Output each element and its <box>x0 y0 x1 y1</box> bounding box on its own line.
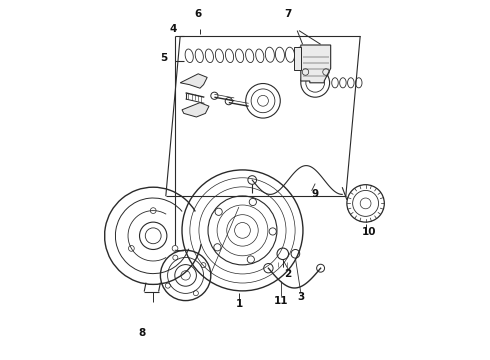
Text: 7: 7 <box>285 9 292 19</box>
Polygon shape <box>301 45 331 83</box>
Text: 6: 6 <box>195 9 202 19</box>
Polygon shape <box>180 74 207 88</box>
Text: 2: 2 <box>285 269 292 279</box>
Text: 1: 1 <box>236 299 243 309</box>
Text: 4: 4 <box>170 24 177 34</box>
Polygon shape <box>182 103 209 117</box>
Polygon shape <box>294 47 301 70</box>
Text: 5: 5 <box>160 53 168 63</box>
Text: 11: 11 <box>274 296 288 306</box>
Text: 8: 8 <box>139 328 146 338</box>
Text: 9: 9 <box>312 189 319 199</box>
Text: 3: 3 <box>297 292 304 302</box>
Text: 10: 10 <box>362 227 376 237</box>
